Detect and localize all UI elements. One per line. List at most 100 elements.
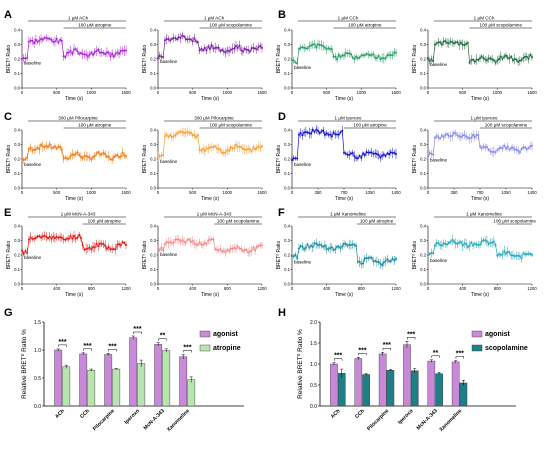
y-tick-label: 0.2 [420,57,426,62]
bar-agonist [354,358,363,407]
panel-letter-b: B [278,9,286,21]
y-tick-label: 0.0 [420,282,426,287]
agonist-label: 1 μM Iperoxo [471,116,498,121]
y-tick-label: 0.0 [284,282,290,287]
y-axis-label: Relative BRET⁰ Ratio % [20,329,28,399]
x-tick-label: 500 [323,90,331,95]
baseline-label: baseline [160,59,178,64]
y-tick-label: 0.3 [14,142,20,147]
x-tick-label: 0 [427,190,430,195]
y-tick-label: 0.4 [14,128,20,133]
trace-line [291,128,397,161]
y-tick-label: 0.4 [420,128,426,133]
bar-atropine [137,363,146,407]
significance-label: *** [407,331,415,338]
bar-scopolamine [410,370,419,407]
x-tick-label: 800 [224,286,232,291]
y-tick-label: 0.0 [284,86,290,91]
legend-label: agonist [213,331,239,338]
category-label: ACh [330,408,342,420]
antagonist-label: 100 μM scopolamine [217,219,260,224]
agonist-label: 1 μM ACh [204,16,225,21]
x-axis-label: Time (s) [65,196,83,202]
y-tick-label: 0.0 [150,86,156,91]
agonist-label: 1 μM CCh [338,16,359,21]
y-tick-label: 0.4 [150,128,156,133]
trace-line [427,132,533,157]
x-tick-label: 1500 [257,90,267,95]
y-tick-label: 0.1 [14,171,20,176]
x-axis-label: Time (s) [201,96,219,102]
y-axis-label: BRET⁰ Ratio [142,241,148,270]
significance-label: *** [456,351,464,358]
x-tick-label: 350 [451,190,459,195]
x-tick-label: 0 [427,90,430,95]
y-tick-label: 0.1 [420,71,426,76]
significance-bracket [158,338,167,341]
y-tick-label: 1.0 [34,348,41,354]
x-tick-label: 400 [189,286,197,291]
y-tick-label: 0.0 [34,404,41,410]
trace-line [291,242,397,266]
y-axis-label: BRET⁰ Ratio [276,45,282,74]
agonist-label: 1 μM McN-A-343 [197,212,232,217]
x-tick-label: 500 [459,90,467,95]
x-tick-label: 500 [189,90,197,95]
baseline-label: baseline [24,255,42,260]
x-axis-label: Time (s) [335,96,353,102]
y-tick-label: 0.0 [420,86,426,91]
significance-label: *** [108,343,116,350]
y-tick-label: 0.4 [284,28,290,33]
bar-agonist [179,356,188,407]
trace-line [21,143,127,161]
y-tick-label: 0.3 [14,238,20,243]
category-label: McN-A-343 [143,408,166,431]
y-tick-label: 0.2 [150,157,156,162]
significance-label: *** [58,339,66,346]
x-tick-label: 0 [157,90,160,95]
y-tick-label: 0.4 [150,224,156,229]
antagonist-label: 100 μM atropine [353,123,387,128]
y-tick-label: 0.2 [284,253,290,258]
category-label: Xanomeline [166,408,191,433]
panel-letter-a: A [4,9,12,21]
x-tick-label: 1000 [223,90,233,95]
significance-label: *** [83,343,91,350]
trace-point [291,255,293,258]
x-tick-label: 1400 [391,190,401,195]
y-tick-label: 0.2 [150,57,156,62]
x-axis-label: Time (s) [471,96,489,102]
y-tick-label: 0.4 [150,28,156,33]
agonist-label: 1 μM Xanomeline [330,212,366,217]
antagonist-label: 100 μM atropine [348,23,382,28]
bar-atropine [187,379,196,407]
agonist-label: 1 μM McN-A-343 [61,212,96,217]
y-tick-label: 0.0 [420,186,426,191]
bar-atropine [162,350,171,407]
y-axis-label: BRET⁰ Ratio [142,145,148,174]
baseline-label: baseline [160,159,178,164]
antagonist-label: 100 μM scopolamine [493,219,536,224]
bar-atropine [87,369,96,407]
baseline-label: baseline [24,162,42,167]
bar-agonist [378,353,387,407]
significance-bracket [83,348,92,351]
panel-letter-e: E [4,207,11,219]
baseline-label: baseline [160,252,178,257]
y-tick-label: 0.0 [14,282,20,287]
x-axis-label: Time (s) [471,292,489,298]
bar-chart-g: 0.0 0.5 1.0 1.5 Relative BRET⁰ Ratio % *** ACh… [20,320,244,433]
x-tick-label: 800 [494,286,502,291]
y-tick-label: 0.2 [14,57,20,62]
category-label: Pilocarpine [366,408,390,432]
bar-scopolamine [362,374,370,407]
x-tick-label: 1000 [493,90,503,95]
baseline-label: baseline [294,162,312,167]
trace-line [157,131,263,157]
trace-panel-5: 300 μM Pilocarpine 100 μM atropine 0.0 0.1 0… [6,116,131,203]
y-tick-label: 0.5 [34,376,41,382]
y-axis-label: BRET⁰ Ratio [412,145,418,174]
y-tick-label: 0.2 [14,157,20,162]
antagonist-label: 100 μM scopolamine [210,23,253,28]
